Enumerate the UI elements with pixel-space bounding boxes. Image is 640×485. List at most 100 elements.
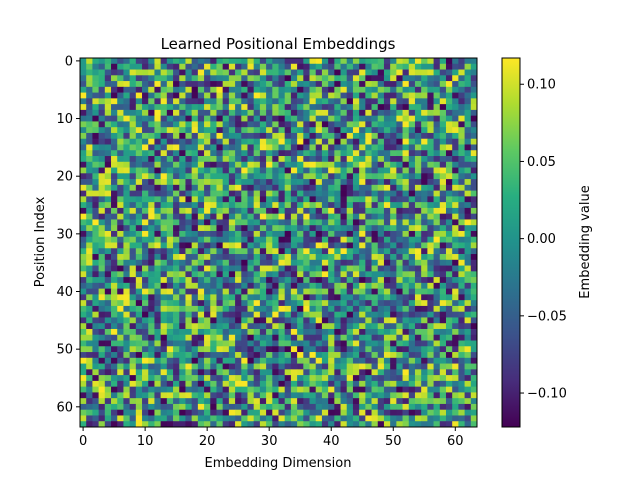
- heatmap-cell: [259, 363, 267, 370]
- heatmap-cell: [290, 277, 298, 284]
- heatmap-cell: [402, 184, 410, 191]
- heatmap-cell: [290, 259, 298, 266]
- heatmap-cell: [408, 248, 416, 255]
- heatmap-cell: [92, 121, 99, 128]
- heatmap-cell: [148, 271, 155, 278]
- heatmap-cell: [241, 415, 248, 422]
- heatmap-cell: [123, 109, 130, 117]
- heatmap-cell: [272, 265, 279, 272]
- heatmap-cell: [383, 138, 391, 145]
- heatmap-cell: [284, 190, 292, 197]
- heatmap-cell: [445, 248, 453, 255]
- heatmap-cell: [290, 167, 298, 174]
- heatmap-cell: [334, 265, 341, 272]
- heatmap-cell: [340, 398, 348, 405]
- heatmap-cell: [80, 242, 87, 249]
- heatmap-cell: [390, 363, 397, 370]
- heatmap-cell: [359, 236, 366, 243]
- heatmap-cell: [142, 346, 149, 353]
- heatmap-cell: [309, 69, 317, 76]
- heatmap-cell: [445, 317, 453, 324]
- heatmap-cell: [154, 173, 161, 180]
- heatmap-cell: [160, 363, 168, 370]
- heatmap-cell: [80, 392, 87, 399]
- heatmap-cell: [464, 109, 472, 117]
- heatmap-cell: [247, 225, 255, 232]
- heatmap-cell: [390, 230, 397, 238]
- heatmap-cell: [166, 300, 174, 307]
- heatmap-cell: [80, 369, 87, 376]
- heatmap-cell: [359, 63, 366, 70]
- heatmap-cell: [235, 386, 242, 393]
- heatmap-cell: [464, 138, 472, 145]
- heatmap-cell: [390, 311, 397, 318]
- heatmap-cell: [427, 415, 434, 422]
- heatmap-cell: [179, 173, 186, 180]
- heatmap-cell: [427, 323, 434, 330]
- heatmap-cell: [284, 392, 292, 399]
- heatmap-cell: [197, 357, 205, 364]
- heatmap-cell: [117, 75, 124, 82]
- heatmap-cell: [464, 167, 472, 174]
- heatmap-cell: [365, 415, 372, 422]
- heatmap-cell: [303, 277, 310, 284]
- heatmap-cell: [470, 81, 478, 88]
- heatmap-cell: [210, 323, 217, 330]
- heatmap-cell: [452, 236, 459, 243]
- heatmap-cell: [303, 213, 310, 220]
- heatmap-cell: [359, 254, 366, 261]
- heatmap-cell: [371, 311, 379, 318]
- heatmap-cell: [235, 58, 242, 65]
- heatmap-cell: [259, 305, 267, 313]
- heatmap-cell: [334, 403, 341, 411]
- heatmap-cell: [241, 323, 248, 330]
- heatmap-cell: [111, 323, 118, 330]
- heatmap-cell: [433, 352, 441, 359]
- heatmap-cell: [241, 161, 248, 168]
- heatmap-cell: [160, 265, 168, 272]
- heatmap-cell: [396, 184, 403, 191]
- heatmap-cell: [340, 179, 348, 186]
- heatmap-cell: [284, 323, 292, 330]
- heatmap-cell: [210, 340, 217, 347]
- heatmap-cell: [197, 386, 205, 393]
- heatmap-cell: [334, 167, 341, 174]
- heatmap-cell: [290, 161, 298, 168]
- heatmap-cell: [315, 328, 323, 336]
- heatmap-cell: [173, 121, 180, 128]
- heatmap-cell: [439, 219, 447, 226]
- heatmap-cell: [129, 109, 137, 117]
- heatmap-cell: [371, 328, 379, 336]
- heatmap-cell: [253, 81, 261, 88]
- heatmap-cell: [210, 259, 217, 266]
- heatmap-cell: [458, 196, 465, 203]
- heatmap-cell: [247, 352, 255, 359]
- heatmap-cell: [371, 213, 379, 220]
- heatmap-cell: [185, 109, 192, 117]
- heatmap-cell: [414, 288, 422, 295]
- heatmap-cell: [104, 58, 112, 65]
- heatmap-cell: [173, 282, 180, 289]
- heatmap-cell: [142, 58, 149, 65]
- y-tick-label: 10: [56, 112, 73, 127]
- heatmap-cell: [117, 138, 124, 145]
- heatmap-cell: [272, 219, 279, 226]
- heatmap-cell: [129, 357, 137, 364]
- heatmap-cell: [98, 58, 106, 65]
- heatmap-cell: [359, 415, 366, 422]
- heatmap-cell: [123, 236, 130, 243]
- heatmap-cell: [346, 132, 354, 140]
- heatmap-cell: [408, 305, 416, 313]
- heatmap-cell: [309, 196, 317, 203]
- heatmap-cell: [427, 104, 434, 111]
- heatmap-cell: [154, 398, 161, 405]
- heatmap-cell: [470, 225, 478, 232]
- heatmap-cell: [266, 127, 273, 134]
- heatmap-cell: [421, 202, 428, 209]
- heatmap-cell: [452, 92, 459, 99]
- heatmap-cell: [321, 98, 329, 105]
- heatmap-cell: [142, 213, 149, 220]
- heatmap-cell: [92, 386, 99, 393]
- heatmap-cell: [247, 213, 255, 220]
